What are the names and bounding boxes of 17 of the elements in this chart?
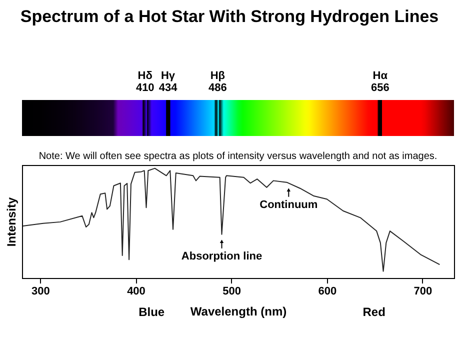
text: Hα 656: [370, 70, 390, 94]
x-axis-title: Wavelength (nm): [190, 304, 287, 318]
text: Note: We will often see spectra as plots of intensity versus wavelength and not as images.: [38, 151, 438, 162]
annotation: Continuum: [260, 198, 318, 211]
x-tick-label: 400: [127, 286, 146, 298]
x-tick-label: 700: [414, 286, 432, 298]
text: Blue: [138, 305, 165, 319]
text: Hγ 434: [158, 70, 178, 94]
text: Hβ 486: [208, 70, 227, 94]
x-tick-label: 500: [222, 286, 241, 298]
x-tick-label: 300: [31, 286, 50, 298]
x-tick-label: 600: [318, 286, 337, 298]
text: Red: [362, 305, 386, 319]
text: Hδ 410: [136, 70, 154, 94]
chart-title: Spectrum of a Hot Star With Strong Hydrogen Lines: [20, 7, 439, 26]
annotation: Absorption line: [181, 250, 262, 262]
y-axis-title: Intensity: [4, 197, 18, 247]
